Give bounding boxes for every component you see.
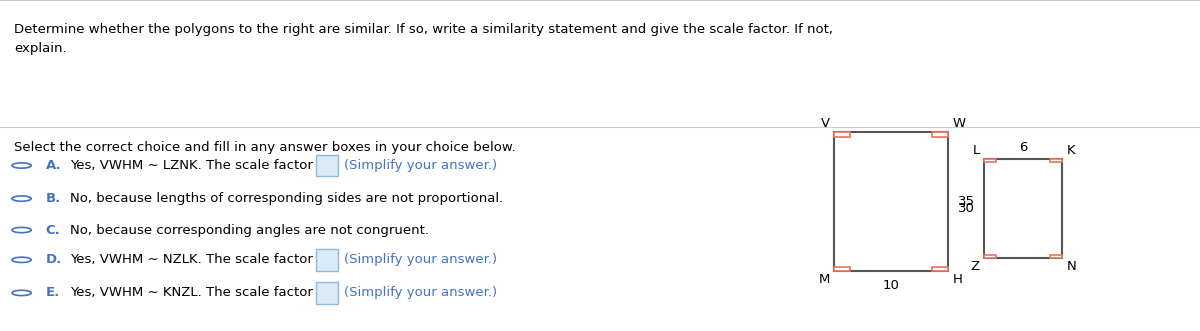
- Text: Select the correct choice and fill in any answer boxes in your choice below.: Select the correct choice and fill in an…: [14, 141, 516, 154]
- Text: W: W: [953, 118, 966, 130]
- Text: Yes, VWHM ∼ KNZL. The scale factor is: Yes, VWHM ∼ KNZL. The scale factor is: [70, 286, 328, 300]
- Circle shape: [12, 227, 31, 233]
- FancyBboxPatch shape: [317, 155, 338, 176]
- Bar: [1050, 159, 1062, 162]
- Text: M: M: [818, 273, 829, 286]
- Text: (Simplify your answer.): (Simplify your answer.): [344, 286, 497, 300]
- Text: Yes, VWHM ∼ NZLK. The scale factor is: Yes, VWHM ∼ NZLK. The scale factor is: [70, 253, 328, 266]
- Circle shape: [12, 290, 31, 296]
- Text: L: L: [972, 144, 979, 157]
- Bar: [984, 159, 996, 162]
- Text: A.: A.: [46, 159, 61, 172]
- Text: Z: Z: [971, 260, 979, 273]
- Bar: [932, 132, 948, 137]
- Text: N: N: [1067, 260, 1076, 273]
- Text: (Simplify your answer.): (Simplify your answer.): [344, 253, 497, 266]
- Bar: [834, 267, 850, 271]
- Text: Yes, VWHM ∼ LZNK. The scale factor is: Yes, VWHM ∼ LZNK. The scale factor is: [70, 159, 328, 172]
- Bar: [984, 255, 996, 258]
- Text: D.: D.: [46, 253, 62, 266]
- Text: (Simplify your answer.): (Simplify your answer.): [344, 159, 497, 172]
- Text: B.: B.: [46, 192, 61, 205]
- Circle shape: [12, 163, 31, 168]
- Text: 30: 30: [958, 202, 974, 215]
- Text: No, because lengths of corresponding sides are not proportional.: No, because lengths of corresponding sid…: [70, 192, 503, 205]
- FancyBboxPatch shape: [317, 282, 338, 304]
- Text: E.: E.: [46, 286, 60, 300]
- Bar: [984, 159, 1062, 258]
- Text: H: H: [953, 273, 962, 286]
- Text: 6: 6: [1019, 141, 1027, 154]
- Circle shape: [12, 257, 31, 262]
- Text: Determine whether the polygons to the right are similar. If so, write a similari: Determine whether the polygons to the ri…: [14, 23, 833, 55]
- Text: K: K: [1067, 144, 1075, 157]
- Bar: [932, 267, 948, 271]
- Bar: [834, 132, 948, 271]
- Text: 10: 10: [882, 279, 900, 292]
- Bar: [834, 132, 850, 137]
- Text: V: V: [821, 118, 829, 130]
- Circle shape: [12, 196, 31, 201]
- FancyBboxPatch shape: [317, 249, 338, 271]
- Bar: [1050, 255, 1062, 258]
- Text: No, because corresponding angles are not congruent.: No, because corresponding angles are not…: [70, 223, 428, 237]
- Text: 35: 35: [958, 195, 974, 209]
- Text: C.: C.: [46, 223, 60, 237]
